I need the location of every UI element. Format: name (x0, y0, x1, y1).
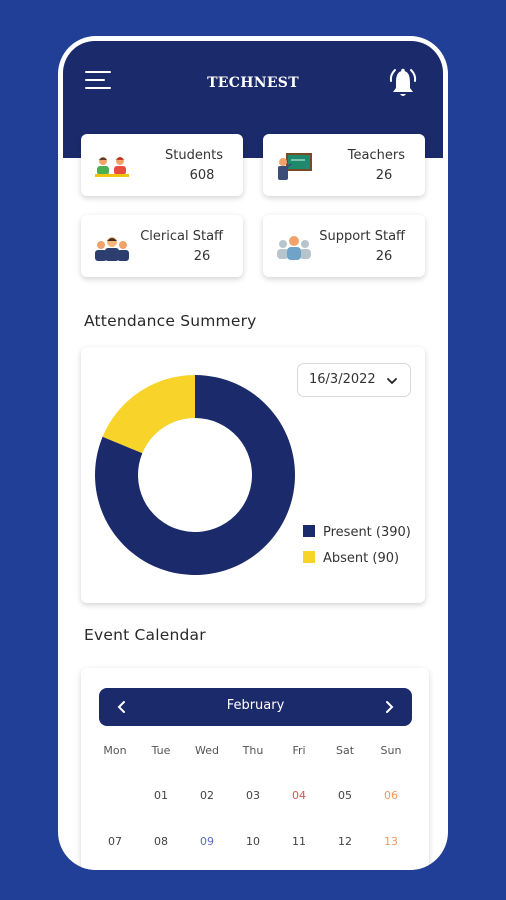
event-calendar-title: Event Calendar (84, 626, 206, 644)
calendar-day[interactable]: 03 (246, 789, 260, 802)
absent-swatch (303, 551, 315, 563)
weekday-label: Fri (292, 744, 306, 757)
stat-value: 26 (193, 249, 211, 264)
present-swatch (303, 525, 315, 537)
calendar-day[interactable]: 13 (384, 835, 398, 848)
attendance-donut-chart (95, 375, 295, 575)
present-label: Present (390) (323, 525, 411, 540)
teacher-board-icon (275, 152, 313, 182)
calendar-day[interactable]: 04 (292, 789, 306, 802)
calendar-day[interactable]: 10 (246, 835, 260, 848)
calendar-card: February Mon Tue Wed Thu Fri Sat Sun 01 … (81, 668, 429, 870)
clerical-staff-card[interactable]: Clerical Staff 26 (81, 215, 243, 277)
calendar-day[interactable]: 12 (338, 835, 352, 848)
stat-label: Clerical Staff (140, 229, 223, 244)
calendar-day[interactable]: 06 (384, 789, 398, 802)
calendar-day[interactable]: 02 (200, 789, 214, 802)
calendar-day[interactable]: 11 (292, 835, 306, 848)
weekday-label: Mon (103, 744, 127, 757)
clerical-staff-icon (93, 233, 131, 263)
stat-value: 26 (375, 249, 393, 264)
support-staff-card[interactable]: Support Staff 26 (263, 215, 425, 277)
app-title: TECHNEST (207, 75, 299, 91)
phone-screen: TECHNEST Students 608 (58, 36, 448, 870)
date-value: 16/3/2022 (309, 372, 376, 387)
chevron-down-icon (387, 378, 397, 385)
weekday-label: Tue (151, 744, 171, 757)
calendar-day[interactable]: 08 (154, 835, 168, 848)
students-card[interactable]: Students 608 (81, 134, 243, 196)
stat-label: Teachers (347, 148, 405, 163)
month-label: February (226, 698, 285, 713)
teachers-card[interactable]: Teachers 26 (263, 134, 425, 196)
chevron-right-icon[interactable] (380, 698, 398, 716)
absent-label: Absent (90) (323, 551, 400, 566)
legend-present: Present (390) (303, 525, 411, 540)
calendar-day[interactable]: 09 (200, 835, 214, 848)
donut-slice-absent (102, 375, 195, 454)
donut-slice-present (95, 375, 295, 575)
bell-icon[interactable] (387, 67, 419, 101)
calendar-day[interactable]: 07 (108, 835, 122, 848)
stat-label: Support Staff (319, 229, 405, 244)
weekday-label: Wed (195, 744, 219, 757)
students-icon (93, 152, 131, 182)
attendance-card: 16/3/2022 Present (390) Absent (90) (81, 347, 425, 603)
stat-value: 26 (375, 168, 393, 183)
weekday-label: Sun (380, 744, 402, 757)
attendance-title: Attendance Summery (84, 312, 257, 330)
calendar-day[interactable]: 05 (338, 789, 352, 802)
calendar-day[interactable]: 01 (154, 789, 168, 802)
chevron-left-icon[interactable] (113, 698, 131, 716)
legend-absent: Absent (90) (303, 551, 399, 566)
stat-label: Students (165, 148, 223, 163)
support-staff-icon (275, 233, 313, 263)
weekday-label: Thu (242, 744, 264, 757)
weekday-label: Sat (335, 744, 355, 757)
hamburger-menu-icon[interactable] (85, 71, 115, 93)
calendar-header: February (99, 688, 412, 726)
date-dropdown[interactable]: 16/3/2022 (297, 363, 411, 397)
stat-value: 608 (189, 168, 215, 183)
